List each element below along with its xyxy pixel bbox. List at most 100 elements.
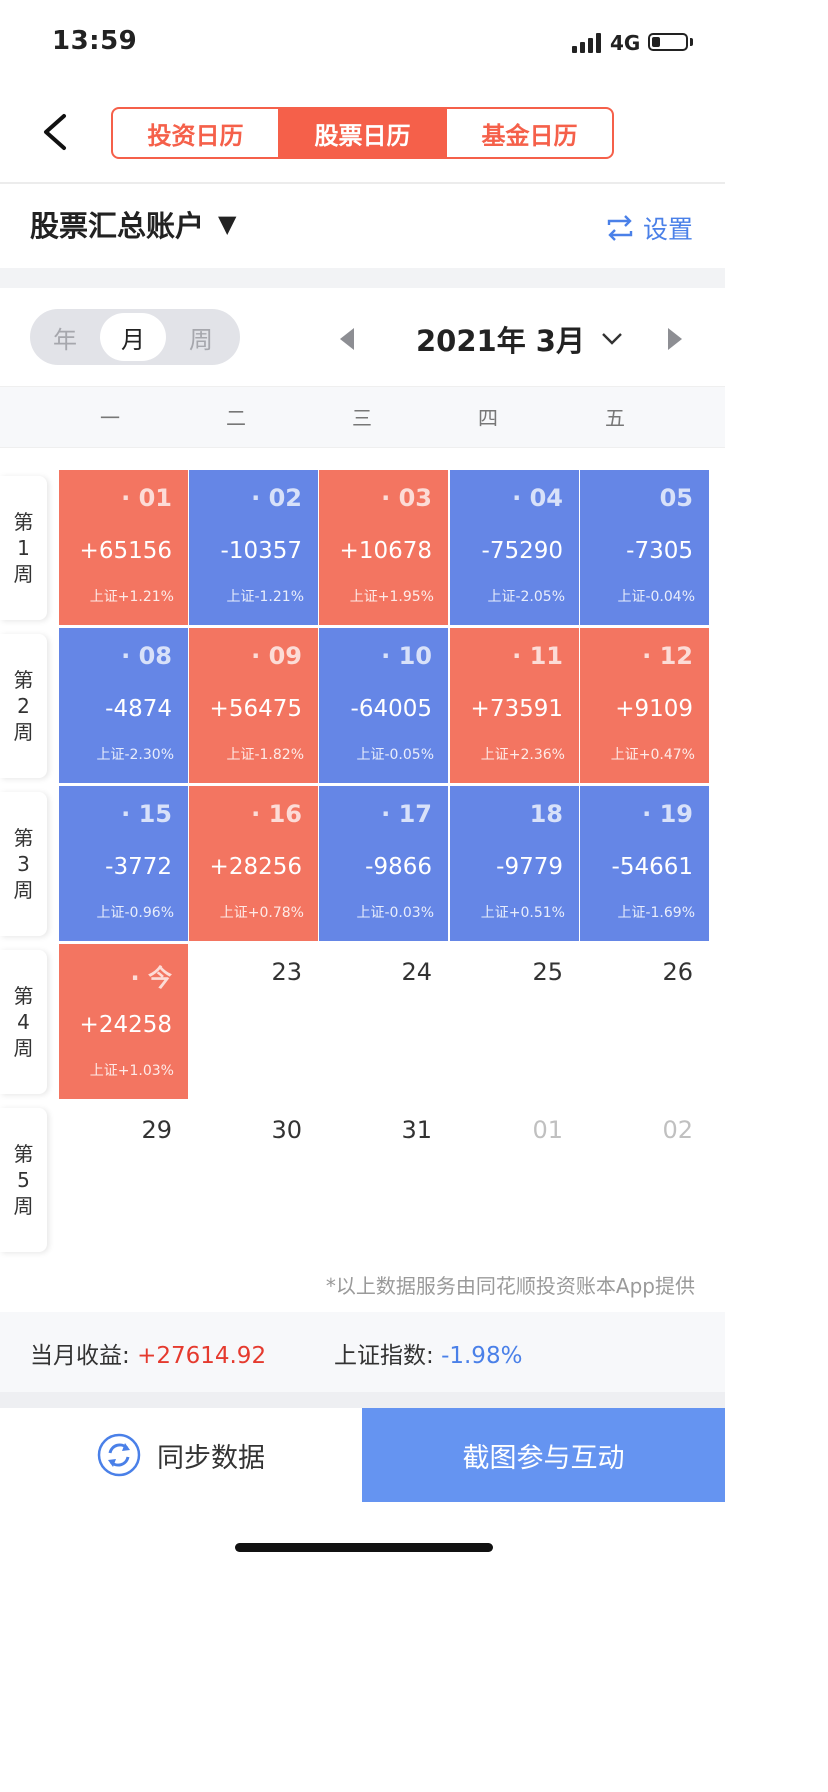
tab-investment-calendar[interactable]: 投资日历 bbox=[147, 121, 244, 150]
day-profit-loss: -4874 bbox=[105, 696, 172, 722]
period-month[interactable]: 月 bbox=[100, 313, 166, 361]
bottom-separator bbox=[0, 1392, 725, 1408]
month-return-label: 当月收益: bbox=[30, 1343, 130, 1369]
day-number: · 04 bbox=[512, 484, 563, 512]
account-name: 股票汇总账户 bbox=[30, 209, 205, 243]
day-index-change: 上证+1.03% bbox=[89, 1063, 174, 1079]
weekday-header: 一 二 三 四 五 bbox=[0, 386, 725, 448]
day-number: 30 bbox=[271, 1116, 302, 1144]
day-number: 29 bbox=[141, 1116, 172, 1144]
tab-fund-calendar[interactable]: 基金日历 bbox=[445, 109, 612, 157]
week-label-char: 第 bbox=[13, 668, 34, 692]
day-number: · 01 bbox=[121, 484, 172, 512]
calendar-day-cell[interactable]: · 17 -9866 上证-0.03% bbox=[319, 786, 448, 941]
day-profit-loss: -7305 bbox=[626, 538, 693, 564]
week-label-char: 周 bbox=[13, 1036, 34, 1060]
calendar-day-cell[interactable]: 25 bbox=[450, 944, 579, 1099]
tab-stock-calendar[interactable]: 股票日历 bbox=[278, 109, 445, 157]
week-label-char: 周 bbox=[13, 720, 34, 744]
day-index-change: 上证+2.36% bbox=[480, 747, 565, 763]
month-label: 2021年 3月 bbox=[416, 324, 585, 358]
weekday-fri: 五 bbox=[605, 406, 625, 430]
day-profit-loss: -9866 bbox=[365, 854, 432, 880]
calendar-day-cell[interactable]: 05 -7305 上证-0.04% bbox=[580, 470, 709, 625]
battery-cap bbox=[690, 38, 693, 46]
week-label-char: 周 bbox=[13, 1194, 34, 1218]
home-indicator bbox=[235, 1543, 493, 1552]
calendar-day-cell[interactable]: · 今 +24258 上证+1.03% bbox=[59, 944, 188, 1099]
period-week[interactable]: 周 bbox=[189, 325, 213, 354]
calendar-day-cell[interactable]: · 11 +73591 上证+2.36% bbox=[450, 628, 579, 783]
calendar-day-cell[interactable]: · 16 +28256 上证+0.78% bbox=[189, 786, 318, 941]
week-label-char: 3 bbox=[17, 852, 30, 876]
calendar-day-cell[interactable]: 23 bbox=[189, 944, 318, 1099]
status-time: 13:59 bbox=[52, 26, 138, 56]
month-picker[interactable]: 2021年 3月 bbox=[416, 318, 623, 360]
sync-refresh-icon bbox=[97, 1433, 141, 1477]
day-number: · 19 bbox=[642, 800, 693, 828]
settings-label: 设置 bbox=[643, 215, 694, 244]
calendar-day-cell[interactable]: · 10 -64005 上证-0.05% bbox=[319, 628, 448, 783]
day-number: · 16 bbox=[251, 800, 302, 828]
day-profit-loss: +10678 bbox=[339, 538, 432, 564]
prev-month-icon[interactable] bbox=[340, 328, 354, 350]
calendar-day-cell[interactable]: · 02 -10357 上证-1.21% bbox=[189, 470, 318, 625]
calendar-day-cell[interactable]: 18 -9779 上证+0.51% bbox=[450, 786, 579, 941]
month-summary: 当月收益: +27614.92 上证指数: -1.98% bbox=[0, 1312, 725, 1392]
day-profit-loss: -54661 bbox=[611, 854, 693, 880]
day-number: 01 bbox=[532, 1116, 563, 1144]
month-return: 当月收益: +27614.92 bbox=[30, 1336, 266, 1370]
day-profit-loss: -3772 bbox=[105, 854, 172, 880]
calendar-day-cell[interactable]: 02 bbox=[580, 1102, 709, 1257]
back-chevron-icon[interactable] bbox=[36, 108, 76, 156]
day-number: 26 bbox=[662, 958, 693, 986]
day-index-change: 上证+1.95% bbox=[349, 589, 434, 605]
week-label-char: 第 bbox=[13, 984, 34, 1008]
calendar-day-cell[interactable]: 24 bbox=[319, 944, 448, 1099]
calendar-day-cell[interactable]: 01 bbox=[450, 1102, 579, 1257]
calendar-day-cell[interactable]: 26 bbox=[580, 944, 709, 1099]
weekday-thu: 四 bbox=[478, 406, 498, 430]
calendar-day-cell[interactable]: · 12 +9109 上证+0.47% bbox=[580, 628, 709, 783]
day-number: · 09 bbox=[251, 642, 302, 670]
calendar-day-cell[interactable]: · 09 +56475 上证-1.82% bbox=[189, 628, 318, 783]
calendar-day-cell[interactable]: · 15 -3772 上证-0.96% bbox=[59, 786, 188, 941]
calendar-day-cell[interactable]: · 08 -4874 上证-2.30% bbox=[59, 628, 188, 783]
period-year[interactable]: 年 bbox=[53, 325, 77, 354]
calendar-day-cell[interactable]: 31 bbox=[319, 1102, 448, 1257]
day-index-change: 上证+0.78% bbox=[219, 905, 304, 921]
calendar-day-cell[interactable]: · 19 -54661 上证-1.69% bbox=[580, 786, 709, 941]
day-index-change: 上证-0.96% bbox=[96, 905, 174, 921]
day-profit-loss: +28256 bbox=[209, 854, 302, 880]
weekday-mon: 一 bbox=[100, 406, 120, 430]
calendar-day-cell[interactable]: 30 bbox=[189, 1102, 318, 1257]
calendar-day-cell[interactable]: · 01 +65156 上证+1.21% bbox=[59, 470, 188, 625]
day-number: 25 bbox=[532, 958, 563, 986]
calendar-day-cell[interactable]: · 03 +10678 上证+1.95% bbox=[319, 470, 448, 625]
calendar-day-cell[interactable]: · 04 -75290 上证-2.05% bbox=[450, 470, 579, 625]
day-index-change: 上证-0.03% bbox=[356, 905, 434, 921]
day-number: · 今 bbox=[130, 964, 172, 992]
day-index-change: 上证-2.05% bbox=[487, 589, 565, 605]
index-change-label: 上证指数: bbox=[334, 1343, 434, 1369]
screenshot-share-button[interactable]: 截图参与互动 bbox=[362, 1408, 725, 1502]
day-profit-loss: +65156 bbox=[79, 538, 172, 564]
calendar-day-cell[interactable]: 29 bbox=[59, 1102, 188, 1257]
sync-data-button[interactable]: 同步数据 bbox=[0, 1408, 362, 1502]
next-month-icon[interactable] bbox=[668, 328, 682, 350]
day-index-change: 上证-0.04% bbox=[617, 589, 695, 605]
day-profit-loss: -75290 bbox=[481, 538, 563, 564]
week-label-char: 第 bbox=[13, 826, 34, 850]
day-number: · 17 bbox=[381, 800, 432, 828]
header-divider bbox=[0, 182, 725, 184]
day-number: 24 bbox=[401, 958, 432, 986]
account-selector[interactable]: 股票汇总账户 ▼ bbox=[30, 203, 236, 245]
day-index-change: 上证-1.21% bbox=[226, 589, 304, 605]
day-number: · 12 bbox=[642, 642, 693, 670]
settings-button[interactable]: 设置 bbox=[605, 210, 693, 246]
